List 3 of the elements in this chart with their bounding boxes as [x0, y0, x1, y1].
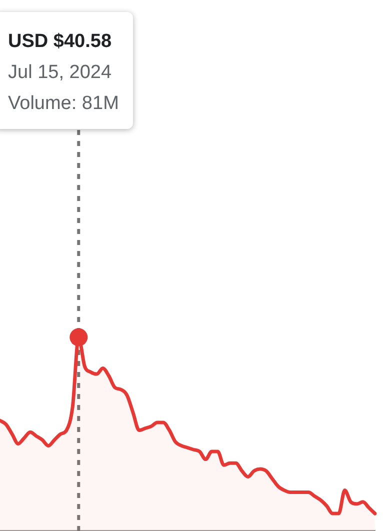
text: Jul 15, 2024	[8, 61, 113, 85]
text: USD $40.58	[8, 30, 113, 54]
text: Volume: 81M	[8, 92, 119, 116]
